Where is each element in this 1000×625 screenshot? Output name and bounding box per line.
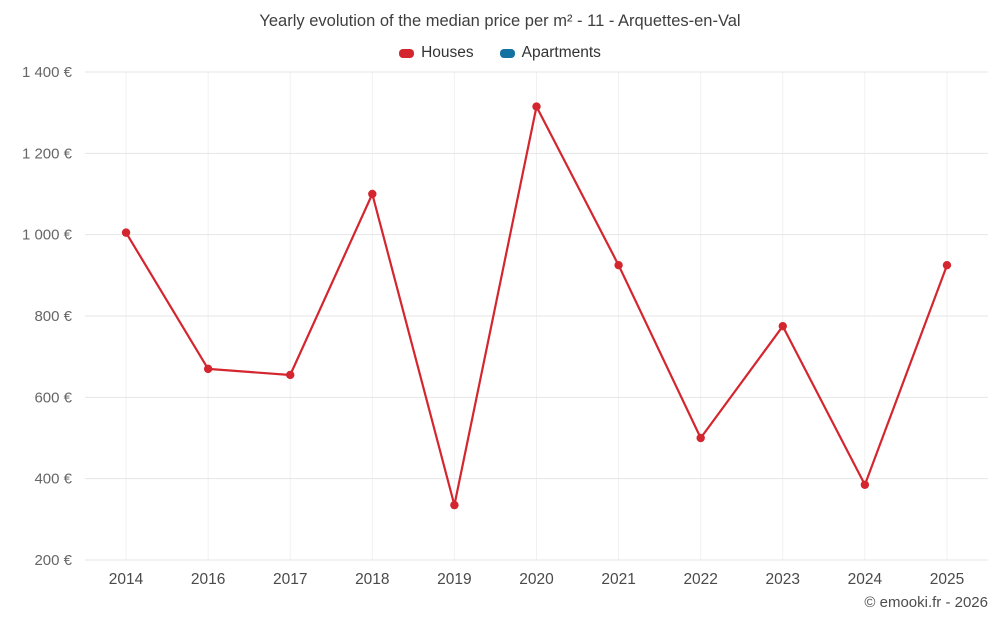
svg-text:2024: 2024 bbox=[848, 571, 883, 588]
svg-text:2014: 2014 bbox=[109, 571, 144, 588]
chart-title: Yearly evolution of the median price per… bbox=[259, 12, 741, 30]
svg-text:1 000 €: 1 000 € bbox=[22, 227, 73, 244]
houses-legend-marker-icon bbox=[399, 48, 415, 58]
svg-text:2016: 2016 bbox=[191, 571, 225, 588]
apartments-legend-marker-icon bbox=[499, 48, 515, 58]
svg-text:1 400 €: 1 400 € bbox=[22, 64, 73, 81]
svg-text:2025: 2025 bbox=[930, 571, 964, 588]
svg-text:800 €: 800 € bbox=[34, 308, 72, 325]
svg-text:400 €: 400 € bbox=[34, 471, 72, 488]
svg-text:2023: 2023 bbox=[766, 571, 800, 588]
svg-text:2017: 2017 bbox=[273, 571, 307, 588]
legend-item-apartments[interactable]: Apartments bbox=[499, 44, 601, 62]
svg-text:1 200 €: 1 200 € bbox=[22, 145, 73, 162]
legend: Houses Apartments bbox=[0, 44, 1000, 62]
svg-text:2020: 2020 bbox=[519, 571, 554, 588]
svg-text:2022: 2022 bbox=[683, 571, 717, 588]
svg-text:600 €: 600 € bbox=[34, 389, 72, 406]
copyright: © emooki.fr - 2026 bbox=[864, 594, 988, 611]
legend-label-houses: Houses bbox=[421, 44, 474, 61]
svg-text:2021: 2021 bbox=[601, 571, 635, 588]
svg-text:200 €: 200 € bbox=[34, 552, 72, 569]
svg-text:2018: 2018 bbox=[355, 571, 389, 588]
svg-text:2019: 2019 bbox=[437, 571, 471, 588]
legend-label-apartments: Apartments bbox=[521, 44, 601, 61]
legend-item-houses[interactable]: Houses bbox=[399, 44, 474, 62]
